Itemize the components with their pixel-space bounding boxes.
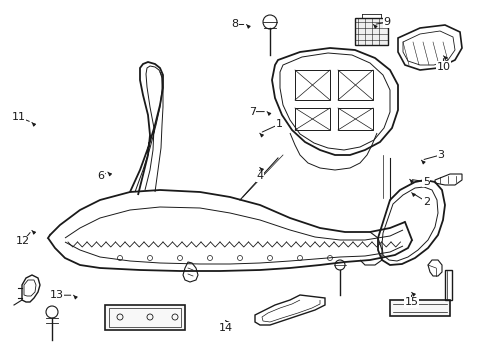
Text: 12: 12 <box>16 236 30 246</box>
Text: 11: 11 <box>12 112 25 122</box>
Text: 9: 9 <box>384 17 391 27</box>
Polygon shape <box>105 305 185 330</box>
Text: 15: 15 <box>405 297 418 307</box>
Polygon shape <box>390 300 450 316</box>
Text: 10: 10 <box>437 62 450 72</box>
Text: 5: 5 <box>423 177 430 187</box>
Polygon shape <box>355 18 388 45</box>
Text: 7: 7 <box>249 107 256 117</box>
Text: 3: 3 <box>438 150 444 160</box>
Text: 1: 1 <box>276 119 283 129</box>
Text: 13: 13 <box>49 290 63 300</box>
Text: 14: 14 <box>219 323 232 333</box>
Text: 8: 8 <box>232 19 239 30</box>
Text: 2: 2 <box>423 197 430 207</box>
Text: 6: 6 <box>97 171 104 181</box>
Text: 4: 4 <box>256 171 263 181</box>
